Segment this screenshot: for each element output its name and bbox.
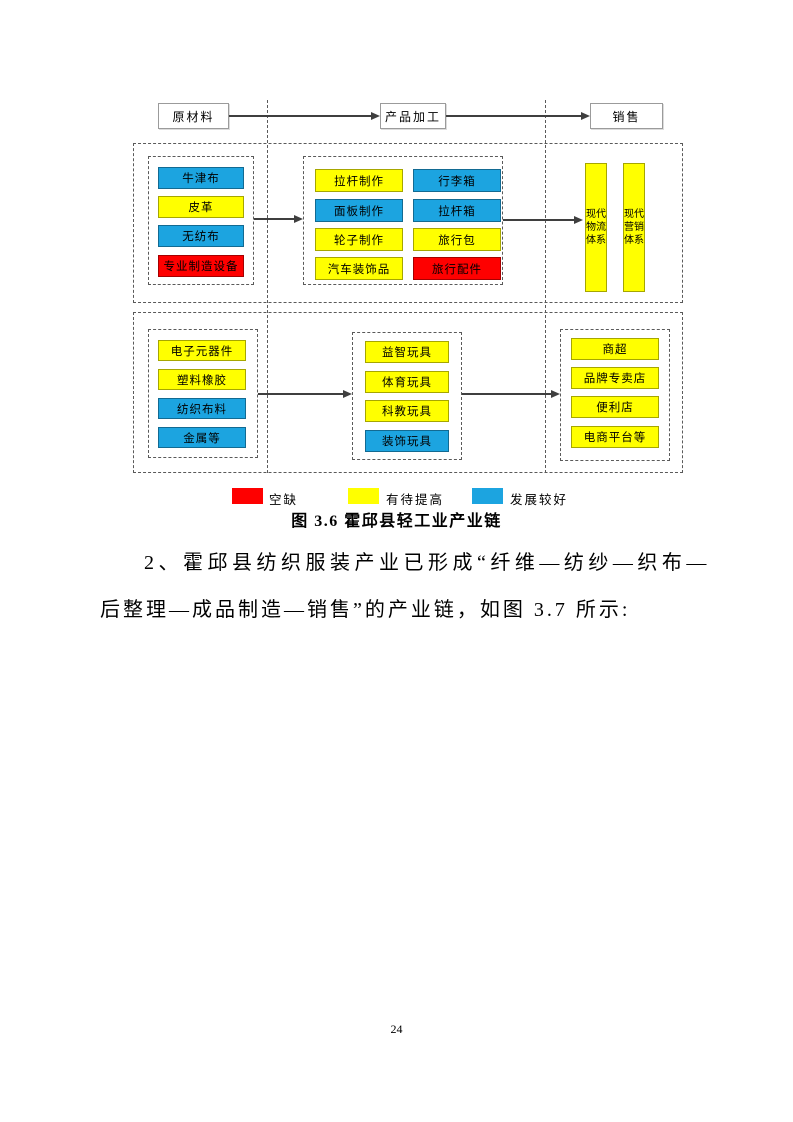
processing-box: 汽车装饰品 — [315, 257, 403, 280]
toy-box: 装饰玩具 — [365, 430, 449, 452]
product-box: 拉杆箱 — [413, 199, 501, 222]
chain2-materials-frame — [148, 329, 258, 458]
body-text-line: 2、霍邱县纺织服装产业已形成“纤维—纺纱—织布— — [144, 552, 711, 574]
legend-swatch-blue — [472, 488, 503, 504]
processing-box: 轮子制作 — [315, 228, 403, 251]
chain1-arrow-2 — [503, 216, 583, 224]
dashed-divider-right — [545, 100, 546, 473]
legend-label-good: 发展较好 — [510, 493, 569, 507]
material-box: 电子元器件 — [158, 340, 246, 361]
product-box: 旅行配件 — [413, 257, 501, 280]
toy-box: 科教玩具 — [365, 400, 449, 422]
material-box: 牛津布 — [158, 167, 244, 189]
sales-system-box: 现代 营销 体系 — [623, 163, 645, 292]
sales-channel-box: 电商平台等 — [571, 426, 659, 448]
chain1-materials-frame — [148, 156, 254, 285]
toy-box: 体育玩具 — [365, 371, 449, 393]
body-text-line: 后整理—成品制造—销售”的产业链，如图 3.7 所示: — [100, 599, 631, 621]
material-box: 无纺布 — [158, 225, 244, 247]
processing-box: 拉杆制作 — [315, 169, 403, 192]
material-box: 专业制造设备 — [158, 255, 244, 277]
legend-label-improve: 有待提高 — [386, 493, 445, 507]
sales-channel-box: 品牌专卖店 — [571, 367, 659, 389]
chain2-sales-frame — [560, 329, 670, 461]
flow-box-raw-materials: 原材料 — [158, 103, 229, 129]
chain2-arrow-2 — [462, 390, 560, 398]
chain1-processing-frame — [303, 156, 503, 285]
legend-swatch-red — [232, 488, 263, 504]
chain2-products-frame — [352, 332, 462, 460]
sales-channel-box: 便利店 — [571, 396, 659, 418]
chain2-outer-frame — [133, 312, 683, 473]
chain2-arrow-1 — [258, 390, 352, 398]
sales-system-box: 现代 物流 体系 — [585, 163, 607, 292]
flow-box-processing: 产品加工 — [380, 103, 446, 129]
legend-label-gap: 空缺 — [269, 493, 299, 507]
flow-box-sales: 销售 — [590, 103, 663, 129]
chain1-outer-frame — [133, 143, 683, 303]
flow-arrow-1 — [229, 112, 380, 120]
processing-box: 面板制作 — [315, 199, 403, 222]
product-box: 行李箱 — [413, 169, 501, 192]
figure-caption: 图 3.6 霍邱县轻工业产业链 — [291, 513, 502, 530]
dashed-divider-left — [267, 100, 268, 473]
page-number: 24 — [390, 1022, 403, 1036]
flow-arrow-2 — [446, 112, 590, 120]
toy-box: 益智玩具 — [365, 341, 449, 363]
material-box: 皮革 — [158, 196, 244, 218]
material-box: 纺织布料 — [158, 398, 246, 419]
material-box: 塑料橡胶 — [158, 369, 246, 390]
product-box: 旅行包 — [413, 228, 501, 251]
material-box: 金属等 — [158, 427, 246, 448]
legend-swatch-yellow — [348, 488, 379, 504]
chain1-arrow-1 — [254, 215, 303, 223]
sales-channel-box: 商超 — [571, 338, 659, 360]
